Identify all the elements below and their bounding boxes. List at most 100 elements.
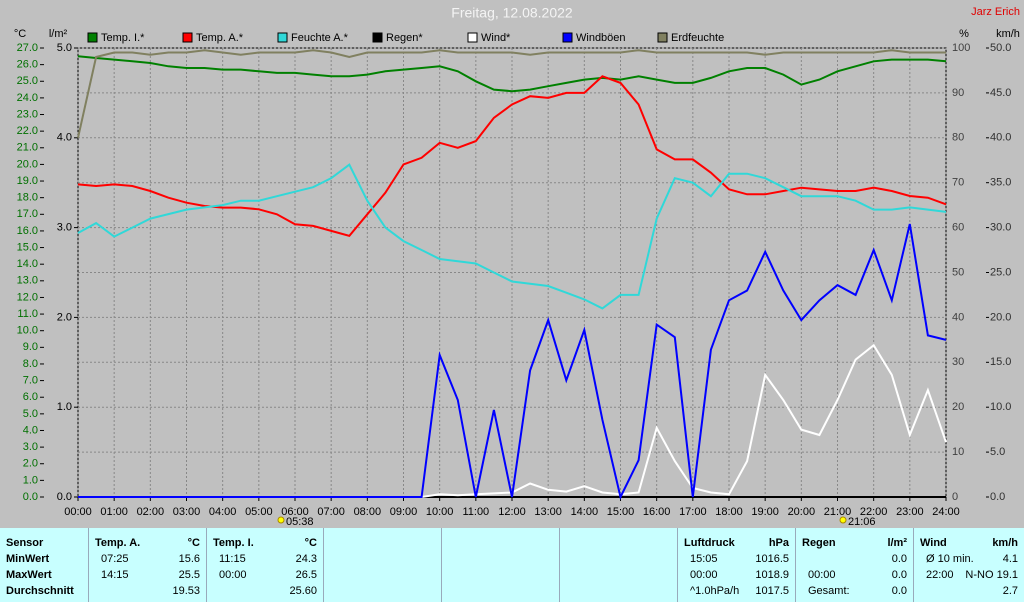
y-tick-label: 23.0	[17, 108, 38, 120]
legend-label: Temp. A.*	[196, 32, 244, 44]
row-label: 00:00	[690, 569, 718, 581]
empty-cell	[323, 528, 441, 602]
series-line	[77, 163, 947, 310]
row-value: 1017.5	[755, 585, 789, 597]
unit: km/h	[992, 537, 1018, 549]
y-tick-label: 15.0	[17, 241, 38, 253]
y-tick-label: 13.0	[17, 275, 38, 287]
row-value: 0.0	[891, 553, 907, 565]
x-tick-label: 13:00	[534, 506, 562, 518]
legend-swatch	[562, 32, 573, 43]
x-tick-label: 06:00	[281, 506, 309, 518]
y3-tick-label: 15.0	[990, 356, 1011, 368]
legend-label: Temp. I.*	[101, 32, 145, 44]
legend-swatch	[467, 32, 478, 43]
y-tick-label: 0.0	[23, 491, 38, 503]
series-line	[77, 55, 947, 93]
row-label: Durchschnitt	[6, 585, 74, 597]
cell: Luftdruck hPa 15:05 1016.5 00:00 1018.9 ^1.0hP…	[677, 528, 795, 602]
row-label: 07:25	[101, 553, 129, 565]
sunset-icon	[839, 516, 847, 524]
row-value: N-NO 19.1	[965, 569, 1018, 581]
y-axis-label: °C	[14, 28, 26, 40]
row-label: 00:00	[219, 569, 247, 581]
x-tick-label: 17:00	[679, 506, 707, 518]
y3-tick-label: 45.0	[990, 87, 1011, 99]
row-label: ^1.0hPa/h	[690, 585, 740, 597]
header: Wind	[920, 537, 947, 549]
row-value: 2.7	[1002, 585, 1018, 597]
row-value: 4.1	[1002, 553, 1018, 565]
row-label: 11:15	[219, 553, 246, 565]
x-tick-label: 04:00	[209, 506, 237, 518]
y-tick-label: 12.0	[17, 291, 38, 303]
legend-swatch	[182, 32, 193, 43]
y-tick-label: 27.0	[17, 42, 38, 54]
row-label: Ø 10 min.	[926, 553, 974, 565]
series-line	[77, 75, 947, 238]
y4-tick-label: 2.0	[57, 311, 72, 323]
y2-tick-label: 10	[952, 446, 964, 458]
y-tick-label: 5.0	[23, 408, 38, 420]
series-line	[77, 49, 946, 139]
x-tick-label: 10:00	[426, 506, 454, 518]
y4-tick-label: 0.0	[57, 491, 72, 503]
y-tick-label: 11.0	[17, 308, 38, 320]
y4-tick-label: 4.0	[57, 132, 72, 144]
row-value: 26.5	[295, 569, 317, 581]
y2-tick-label: 0	[952, 491, 958, 503]
y-tick-label: 3.0	[23, 441, 38, 453]
y3-tick-label: 20.0	[990, 311, 1011, 323]
empty-cell	[441, 528, 559, 602]
y-tick-label: 8.0	[23, 358, 38, 370]
summary-table: Sensor MinWert MaxWert Durchschnitt Temp. A.…	[0, 528, 1024, 602]
row-label: 15:05	[690, 553, 718, 565]
unit: °C	[187, 537, 200, 549]
cell: Temp. A. °C 07:25 15.6 14:15 25.5 19.53	[88, 528, 206, 602]
sunrise-time: 05:38	[286, 516, 314, 528]
y3-tick-label: 35.0	[990, 177, 1011, 189]
y-tick-label: 16.0	[17, 225, 38, 237]
row-label: 14:15	[101, 569, 129, 581]
y-tick-label: 2.0	[23, 458, 38, 470]
header: Regen	[802, 537, 836, 549]
y2-tick-label: 40	[952, 311, 964, 323]
y2-tick-label: 70	[952, 177, 964, 189]
legend-label: Wind*	[481, 32, 511, 44]
row-value: 0.0	[891, 585, 907, 597]
x-tick-label: 02:00	[137, 506, 165, 518]
row-value: 19.53	[172, 585, 200, 597]
header: Temp. I.	[213, 537, 254, 549]
x-tick-label: 08:00	[354, 506, 382, 518]
y-tick-label: 1.0	[23, 474, 38, 486]
y-tick-label: 10.0	[17, 325, 38, 337]
x-tick-label: 00:00	[64, 506, 92, 518]
header: Luftdruck	[684, 537, 735, 549]
x-tick-label: 07:00	[317, 506, 345, 518]
cell: Temp. I. °C 11:15 24.3 00:00 26.5 25.60	[206, 528, 323, 602]
x-tick-label: 21:00	[824, 506, 852, 518]
row-value: 25.5	[178, 569, 200, 581]
y-tick-label: 17.0	[17, 208, 38, 220]
x-tick-label: 20:00	[788, 506, 816, 518]
chart-title: Freitag, 12.08.2022	[451, 5, 573, 21]
sunrise-icon	[277, 516, 285, 524]
x-tick-label: 09:00	[390, 506, 418, 518]
x-tick-label: 24:00	[932, 506, 960, 518]
row-value: 24.3	[295, 553, 317, 565]
y-tick-label: 21.0	[17, 142, 38, 154]
x-tick-label: 12:00	[498, 506, 526, 518]
y-tick-label: 25.0	[17, 75, 38, 87]
legend-swatch	[277, 32, 288, 43]
row-value: 15.6	[178, 553, 200, 565]
chart: Freitag, 12.08.2022 Jarz Erich °C l/m² %…	[14, 5, 1020, 528]
y3-tick-label: 50.0	[990, 42, 1011, 54]
empty-cell	[559, 528, 677, 602]
legend-label: Feuchte A.*	[291, 32, 349, 44]
unit: hPa	[768, 537, 789, 549]
cell: Sensor MinWert MaxWert Durchschnitt	[0, 528, 88, 602]
author: Jarz Erich	[971, 6, 1020, 18]
header: Temp. A.	[95, 537, 141, 549]
legend-swatch	[657, 32, 668, 43]
